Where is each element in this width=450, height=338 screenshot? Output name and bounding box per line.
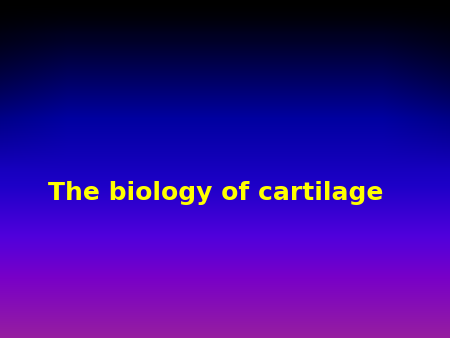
Text: The biology of cartilage: The biology of cartilage bbox=[48, 180, 384, 205]
